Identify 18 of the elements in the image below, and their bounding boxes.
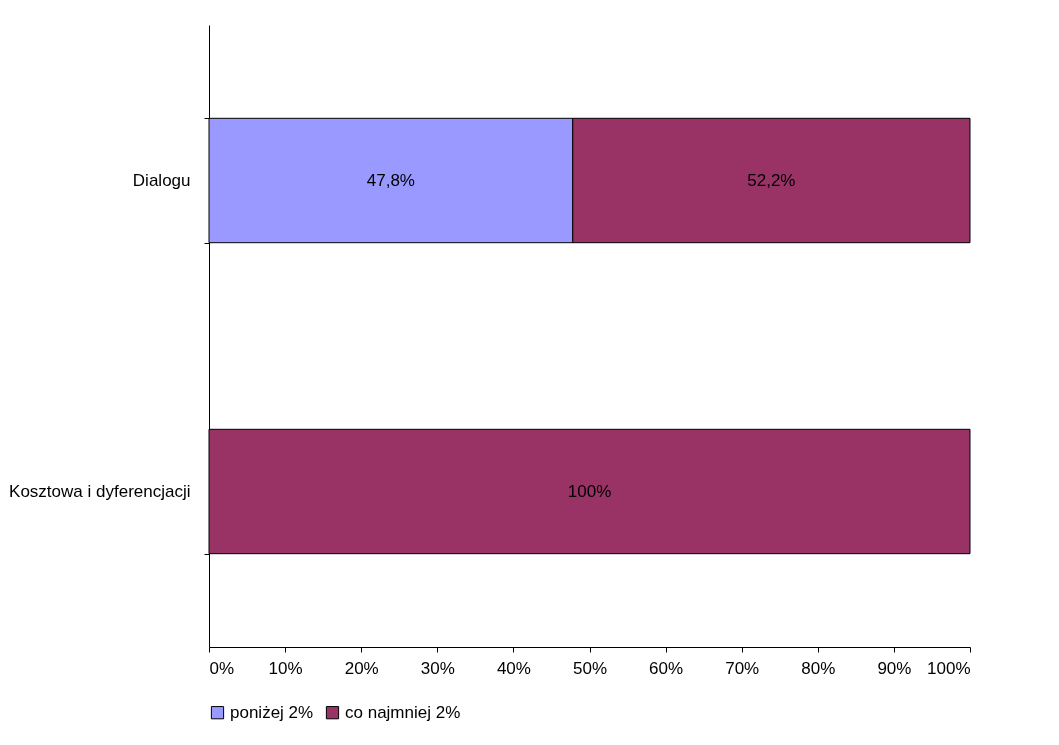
x-tick-label: 100% xyxy=(927,658,971,678)
x-tick-label: 80% xyxy=(801,658,836,678)
x-tick-label: 90% xyxy=(877,658,912,678)
x-tick-label: 50% xyxy=(572,658,608,678)
x-tick-label: 20% xyxy=(344,658,379,678)
legend-label: poniżej 2% xyxy=(230,702,314,722)
x-tick-label: 30% xyxy=(420,658,455,678)
x-tick-label: 40% xyxy=(496,658,531,678)
x-tick-label: 10% xyxy=(268,658,303,678)
x-tick-label: 60% xyxy=(649,658,684,678)
x-tick-label: 70% xyxy=(725,658,760,678)
x-tick-label: 0% xyxy=(209,658,235,678)
data-label: 47,8% xyxy=(366,170,415,190)
y-tick-label: Kosztowa i dyferencjacji xyxy=(9,482,191,501)
data-label: 52,2% xyxy=(747,170,796,190)
data-label: 100% xyxy=(567,481,612,501)
y-tick-label: Dialogu xyxy=(132,171,191,190)
legend-label: co najmniej 2% xyxy=(345,702,461,722)
